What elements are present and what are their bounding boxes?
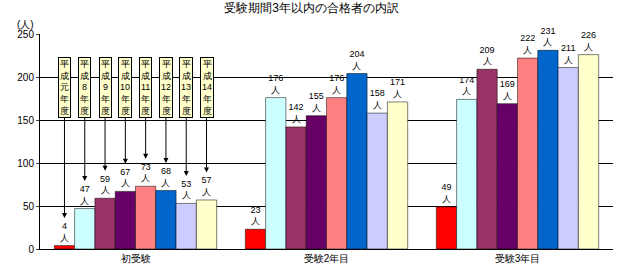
svg-text:平成10年度: 平成10年度 bbox=[120, 59, 130, 116]
svg-text:49人: 49人 bbox=[441, 182, 451, 204]
svg-text:平成11年度: 平成11年度 bbox=[141, 59, 150, 116]
svg-text:174人: 174人 bbox=[459, 75, 474, 97]
svg-text:平成元年度: 平成元年度 bbox=[60, 59, 69, 116]
svg-text:142人: 142人 bbox=[289, 102, 304, 124]
svg-text:100: 100 bbox=[17, 158, 34, 169]
svg-text:204人: 204人 bbox=[349, 49, 364, 71]
svg-text:176人: 176人 bbox=[329, 73, 344, 95]
svg-text:受験2年目: 受験2年目 bbox=[304, 253, 350, 264]
svg-text:平成9年度: 平成9年度 bbox=[101, 59, 110, 116]
svg-text:受験3年目: 受験3年目 bbox=[495, 253, 541, 264]
svg-text:平成13年度: 平成13年度 bbox=[181, 59, 191, 116]
svg-text:171人: 171人 bbox=[390, 77, 405, 99]
svg-text:158人: 158人 bbox=[370, 88, 385, 110]
svg-text:169人: 169人 bbox=[500, 79, 515, 101]
svg-text:150: 150 bbox=[17, 115, 34, 126]
svg-text:211人: 211人 bbox=[561, 43, 575, 65]
svg-text:23人: 23人 bbox=[250, 205, 260, 227]
svg-text:200: 200 bbox=[17, 72, 34, 83]
svg-text:(人): (人) bbox=[17, 19, 34, 30]
svg-text:平成8年度: 平成8年度 bbox=[80, 59, 89, 116]
svg-text:平成12年度: 平成12年度 bbox=[161, 59, 171, 116]
svg-text:209人: 209人 bbox=[480, 45, 495, 67]
svg-text:50: 50 bbox=[23, 201, 35, 212]
svg-text:176人: 176人 bbox=[268, 73, 283, 95]
svg-text:4人: 4人 bbox=[60, 221, 69, 243]
svg-text:47人: 47人 bbox=[80, 184, 90, 206]
svg-text:73人: 73人 bbox=[141, 162, 151, 184]
svg-text:53人: 53人 bbox=[181, 179, 191, 201]
svg-text:0: 0 bbox=[28, 244, 34, 255]
svg-text:59人: 59人 bbox=[100, 174, 110, 196]
svg-text:57人: 57人 bbox=[202, 175, 212, 197]
svg-text:155人: 155人 bbox=[309, 91, 324, 113]
svg-text:初受験: 初受験 bbox=[121, 253, 151, 264]
svg-text:250: 250 bbox=[17, 29, 34, 40]
svg-text:222人: 222人 bbox=[520, 33, 535, 55]
svg-text:平成14年度: 平成14年度 bbox=[202, 59, 212, 116]
svg-text:受験期間3年以内の合格者の内訳: 受験期間3年以内の合格者の内訳 bbox=[224, 1, 399, 15]
svg-text:68人: 68人 bbox=[161, 166, 171, 188]
svg-text:231人: 231人 bbox=[540, 26, 555, 48]
svg-text:67人: 67人 bbox=[120, 167, 130, 189]
svg-text:226人: 226人 bbox=[581, 30, 596, 52]
